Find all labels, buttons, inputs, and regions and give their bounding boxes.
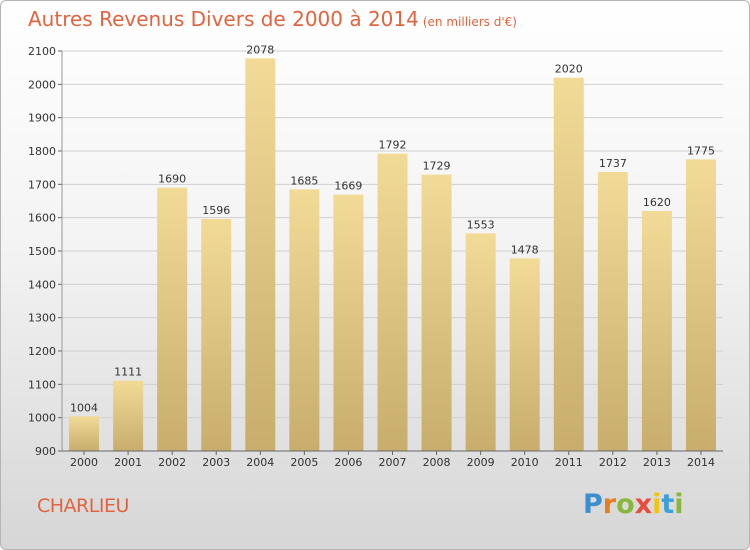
- logo-letter: P: [583, 489, 603, 520]
- x-tick-label-2009: 2009: [467, 456, 495, 469]
- y-tick-label: 1300: [28, 312, 56, 325]
- value-label-2000: 1004: [70, 401, 98, 414]
- logo-letter: i: [674, 489, 684, 520]
- bar-2003: [201, 219, 232, 451]
- y-tick-label: 2100: [28, 45, 56, 58]
- chart-title-block: Autres Revenus Divers de 2000 à 2014 (en …: [28, 7, 517, 31]
- bar-2009: [465, 233, 496, 451]
- bar-2001: [113, 380, 144, 451]
- chart-title: Autres Revenus Divers de 2000 à 2014: [28, 7, 419, 31]
- x-tick-label-2014: 2014: [687, 456, 715, 469]
- logo-letter: r: [602, 489, 617, 520]
- x-tick-label-2000: 2000: [70, 456, 98, 469]
- bar-2002: [157, 187, 188, 451]
- bar-2008: [421, 174, 452, 451]
- bar-2012: [597, 172, 628, 451]
- logo-letter: t: [661, 489, 675, 520]
- y-tick-label: 1600: [28, 212, 56, 225]
- x-tick-label-2005: 2005: [290, 456, 318, 469]
- value-label-2006: 1669: [334, 180, 362, 193]
- value-labels: 1004 1111 1690 1596 2078 1685 1669 1792 1729 1553…: [70, 43, 715, 414]
- x-axis-ticks: 2000 2001 2002 2003 2004 2005 2006 2007 2008 2009…: [70, 451, 715, 469]
- y-tick-label: 1400: [28, 278, 56, 291]
- city-name: CHARLIEU: [37, 495, 129, 517]
- value-label-2005: 1685: [290, 174, 318, 187]
- value-label-2013: 1620: [643, 196, 671, 209]
- chart-subtitle: (en milliers d'€): [422, 15, 517, 29]
- proxiti-logo: Proxiti: [583, 489, 684, 520]
- value-label-2002: 1690: [158, 173, 186, 186]
- bars: [69, 58, 716, 452]
- bar-2014: [685, 159, 716, 452]
- bar-2004: [245, 58, 276, 451]
- value-label-2010: 1478: [511, 243, 539, 256]
- x-tick-label-2011: 2011: [555, 456, 583, 469]
- x-tick-label-2013: 2013: [643, 456, 671, 469]
- x-tick-label-2008: 2008: [423, 456, 451, 469]
- x-tick-label-2012: 2012: [599, 456, 627, 469]
- value-label-2001: 1111: [114, 366, 142, 379]
- y-tick-label: 1100: [28, 378, 56, 391]
- y-tick-label: 1900: [28, 112, 56, 125]
- bar-2013: [641, 211, 672, 451]
- y-tick-label: 1500: [28, 245, 56, 258]
- value-label-2009: 1553: [467, 218, 495, 231]
- value-label-2003: 1596: [202, 204, 230, 217]
- value-label-2012: 1737: [599, 157, 627, 170]
- y-tick-label: 1200: [28, 345, 56, 358]
- y-tick-label: 900: [35, 445, 56, 458]
- y-tick-label: 1700: [28, 178, 56, 191]
- bar-2000: [69, 416, 100, 451]
- logo-letter: x: [634, 489, 653, 520]
- bar-2007: [377, 153, 408, 451]
- value-label-2004: 2078: [246, 43, 274, 56]
- x-tick-label-2001: 2001: [114, 456, 142, 469]
- x-tick-label-2003: 2003: [202, 456, 230, 469]
- bar-2006: [333, 194, 364, 451]
- value-label-2008: 1729: [423, 160, 451, 173]
- value-label-2011: 2020: [555, 63, 583, 76]
- bar-2005: [289, 189, 320, 452]
- y-tick-label: 1000: [28, 412, 56, 425]
- y-tick-label: 2000: [28, 78, 56, 91]
- bar-2011: [553, 77, 584, 452]
- x-tick-label-2004: 2004: [246, 456, 274, 469]
- bar-2010: [509, 258, 540, 451]
- logo-letter: o: [616, 489, 635, 520]
- value-label-2014: 1775: [687, 144, 715, 157]
- value-label-2007: 1792: [379, 139, 407, 152]
- x-tick-label-2002: 2002: [158, 456, 186, 469]
- y-tick-label: 1800: [28, 145, 56, 158]
- x-tick-label-2006: 2006: [334, 456, 362, 469]
- x-tick-label-2010: 2010: [511, 456, 539, 469]
- logo-letter: i: [652, 489, 662, 520]
- x-tick-label-2007: 2007: [379, 456, 407, 469]
- y-axis-ticks: 900 1000 1100 1200 1300 1400 1500 1600 1700 1800 1…: [28, 45, 63, 458]
